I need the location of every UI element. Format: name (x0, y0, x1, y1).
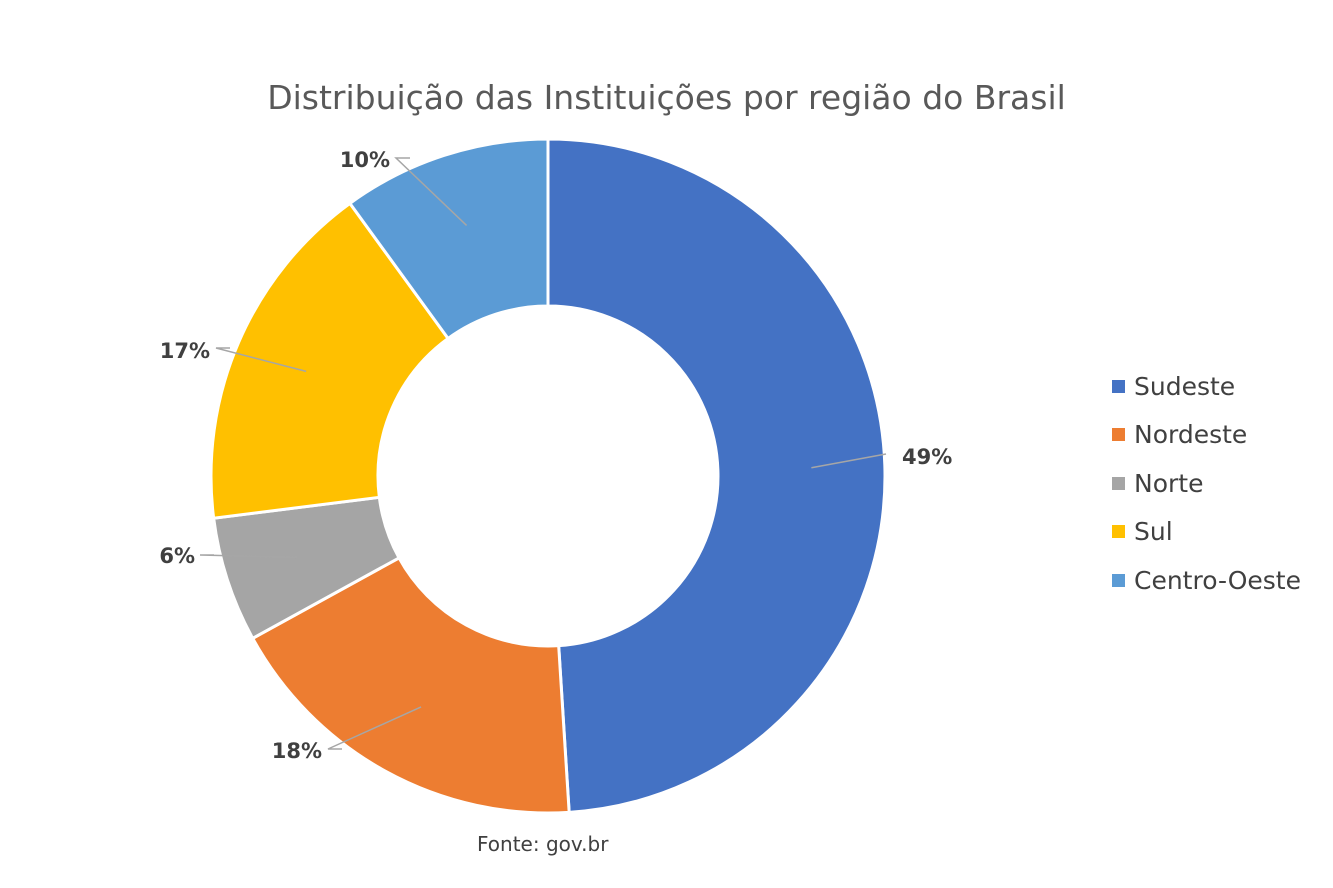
legend-label-sul: Sul (1134, 517, 1173, 547)
legend-item-centro-oeste: Centro-Oeste (1112, 556, 1301, 605)
legend-swatch-sudeste (1112, 379, 1125, 393)
chart-title: Distribuição das Instituições por região… (267, 78, 1066, 117)
legend-swatch-nordeste (1112, 428, 1125, 442)
slice-centro-oeste (347, 137, 550, 341)
leader-lines (199, 157, 887, 750)
legend-item-nordeste: Nordeste (1112, 411, 1301, 460)
data-label-sul: 17% (160, 339, 210, 363)
data-label-sudeste: 49% (902, 445, 952, 469)
source-note: Fonte: gov.br (477, 832, 609, 856)
legend-item-sudeste: Sudeste (1112, 362, 1301, 411)
data-label-norte: 6% (159, 544, 195, 568)
data-label-centro-oeste: 10% (340, 148, 390, 172)
leader-line-norte (199, 554, 298, 559)
slice-nordeste (250, 555, 571, 815)
legend-label-sudeste: Sudeste (1134, 371, 1236, 401)
slice-sul (209, 201, 451, 520)
data-labels: 49% 18% 6% 17% 10% (159, 148, 952, 763)
legend-label-norte: Norte (1134, 468, 1204, 498)
slice-sudeste (546, 137, 887, 814)
legend-swatch-sul (1112, 525, 1125, 539)
legend-swatch-norte (1112, 476, 1125, 490)
leader-line-nordeste (327, 706, 422, 750)
legend-swatch-centro-oeste (1112, 573, 1125, 587)
data-label-nordeste: 18% (272, 739, 322, 763)
chart-legend: Sudeste Nordeste Norte Sul Centro-Oeste (1112, 362, 1301, 605)
leader-line-sudeste (811, 453, 887, 469)
donut-slices (209, 137, 887, 815)
legend-label-centro-oeste: Centro-Oeste (1134, 565, 1301, 595)
legend-item-norte: Norte (1112, 459, 1301, 508)
leader-line-centro-oeste (394, 157, 468, 226)
legend-item-sul: Sul (1112, 508, 1301, 557)
legend-label-nordeste: Nordeste (1134, 420, 1248, 450)
leader-line-sul (215, 347, 307, 373)
